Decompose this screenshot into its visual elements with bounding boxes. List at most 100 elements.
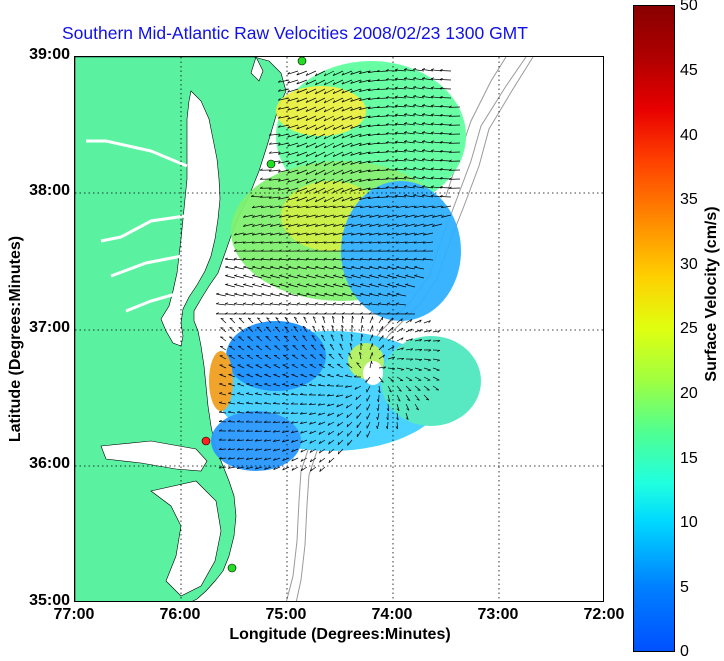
velocity-arrowhead xyxy=(372,352,373,355)
velocity-arrow xyxy=(225,285,235,288)
station-marker[interactable] xyxy=(298,57,306,65)
map-title: Southern Mid-Atlantic Raw Velocities 200… xyxy=(62,23,528,44)
velocity-arrow xyxy=(273,404,280,405)
velocity-arrowhead xyxy=(225,293,228,294)
velocity-arrowhead xyxy=(243,293,246,294)
x-tick-label: 75:00 xyxy=(256,606,316,624)
colorbar-label: Surface Velocity (cm/s) xyxy=(703,184,721,404)
velocity-arrow xyxy=(225,259,235,260)
velocity-arrow xyxy=(234,294,244,296)
velocity-arrowhead xyxy=(418,390,421,391)
colorbar-tick-label: 25 xyxy=(680,320,698,338)
x-tick-label: 74:00 xyxy=(362,606,422,624)
velocity-arrow xyxy=(279,304,289,305)
velocity-arrowhead xyxy=(234,266,237,267)
velocity-arrowhead xyxy=(347,364,350,365)
velocity-arrow xyxy=(379,317,383,323)
colorbar-tick-label: 50 xyxy=(680,0,698,15)
velocity-arrow xyxy=(361,325,362,332)
velocity-blob xyxy=(226,321,326,391)
velocity-arrowhead xyxy=(300,374,303,375)
velocity-arrow xyxy=(219,422,226,423)
colorbar xyxy=(633,5,675,652)
station-marker[interactable] xyxy=(267,160,275,168)
velocity-arrowhead xyxy=(270,293,273,294)
velocity-blob xyxy=(381,336,481,426)
x-tick-label: 77:00 xyxy=(44,606,104,624)
colorbar-tick-label: 45 xyxy=(680,62,698,80)
velocity-arrow xyxy=(234,304,244,305)
velocity-arrow xyxy=(300,395,307,396)
velocity-arrow xyxy=(252,285,262,288)
colorbar-tick-label: 35 xyxy=(680,191,698,209)
colorbar-tick-label: 10 xyxy=(680,514,698,532)
velocity-arrowhead xyxy=(309,374,312,375)
velocity-arrow xyxy=(333,304,343,305)
velocity-arrow xyxy=(315,304,325,305)
velocity-blob xyxy=(276,86,366,136)
y-tick-label: 36:00 xyxy=(20,455,70,473)
velocity-arrowhead xyxy=(261,284,264,285)
velocity-arrowhead xyxy=(234,284,237,285)
velocity-arrow xyxy=(388,422,389,429)
velocity-arrowhead xyxy=(273,374,276,375)
velocity-arrowhead xyxy=(225,284,228,285)
velocity-arrow xyxy=(361,316,362,323)
velocity-arrow xyxy=(370,317,373,324)
velocity-arrowhead xyxy=(257,337,260,338)
velocity-arrow xyxy=(351,304,361,305)
velocity-arrow xyxy=(243,285,253,288)
velocity-arrow xyxy=(225,294,235,296)
velocity-arrow xyxy=(225,267,235,269)
velocity-arrow xyxy=(225,276,235,278)
y-axis-title: Latitude (Degrees:Minutes) xyxy=(7,219,25,459)
colorbar-tick-label: 40 xyxy=(680,127,698,145)
y-tick-label: 39:00 xyxy=(20,46,70,64)
velocity-arrow xyxy=(261,285,271,288)
velocity-arrow xyxy=(297,304,307,305)
velocity-arrowhead xyxy=(318,374,321,375)
velocity-arrow xyxy=(288,304,298,305)
velocity-arrow xyxy=(279,294,289,296)
velocity-arrowhead xyxy=(282,374,285,375)
velocity-arrowhead xyxy=(413,68,416,69)
y-tick-label: 37:00 xyxy=(20,319,70,337)
velocity-arrowhead xyxy=(437,370,440,371)
velocity-arrow xyxy=(370,326,373,333)
velocity-arrow xyxy=(243,276,253,278)
velocity-arrow xyxy=(270,294,280,296)
x-tick-label: 72:00 xyxy=(574,606,634,624)
x-tick-label: 73:00 xyxy=(468,606,528,624)
velocity-arrowhead xyxy=(252,284,255,285)
velocity-arrow xyxy=(234,267,244,269)
colorbar-tick-label: 0 xyxy=(680,643,689,661)
velocity-arrow xyxy=(440,89,451,90)
velocity-arrow xyxy=(342,304,352,305)
velocity-arrow xyxy=(440,197,451,198)
station-marker[interactable] xyxy=(202,437,210,445)
velocity-arrowhead xyxy=(252,293,255,294)
station-marker[interactable] xyxy=(228,564,236,572)
velocity-arrowhead xyxy=(243,275,246,276)
velocity-arrowhead xyxy=(422,68,425,69)
velocity-arrow xyxy=(243,294,253,296)
map-canvas[interactable] xyxy=(75,57,604,602)
velocity-arrow xyxy=(324,304,334,305)
velocity-arrow xyxy=(246,413,253,414)
colorbar-tick-label: 30 xyxy=(680,256,698,274)
x-tick-label: 76:00 xyxy=(150,606,210,624)
velocity-arrow xyxy=(234,285,244,288)
velocity-arrowhead xyxy=(216,293,219,294)
velocity-arrow xyxy=(440,80,451,81)
velocity-arrow xyxy=(243,304,253,305)
x-axis-title: Longitude (Degrees:Minutes) xyxy=(200,626,480,644)
map-plot-area[interactable] xyxy=(74,56,604,602)
velocity-arrowhead xyxy=(225,266,228,267)
velocity-arrow xyxy=(216,294,226,296)
velocity-arrowhead xyxy=(261,293,264,294)
velocity-arrowhead xyxy=(243,284,246,285)
velocity-arrow xyxy=(270,304,280,305)
velocity-arrowhead xyxy=(234,293,237,294)
colorbar-tick-label: 5 xyxy=(680,579,689,597)
y-tick-label: 38:00 xyxy=(20,182,70,200)
